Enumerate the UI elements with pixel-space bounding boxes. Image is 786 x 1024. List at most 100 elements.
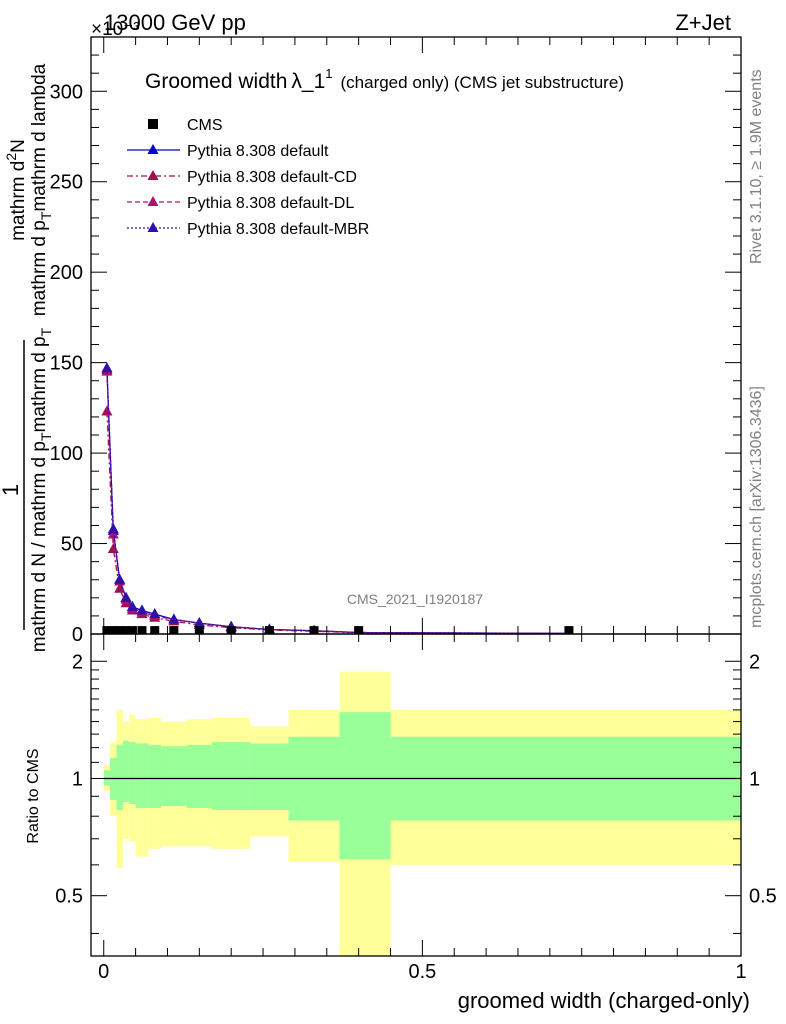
legend-marker-4 xyxy=(147,222,159,232)
legend: CMS Pythia 8.308 default Pythia 8.308 defa… xyxy=(127,117,369,238)
series-3-point-0 xyxy=(101,362,113,373)
series-line-3 xyxy=(106,368,569,634)
legend-entry-2: Pythia 8.308 default-CD xyxy=(127,169,357,186)
inner-band-bin-4 xyxy=(129,742,136,804)
xlabel: groomed width (charged-only) xyxy=(458,988,750,1013)
ylabel-den-part-2: mathrm d lambda xyxy=(29,63,50,211)
chart-title-symbol: λ_1 xyxy=(291,70,325,93)
series-3-point-6 xyxy=(149,608,161,619)
xtick-label-0: 0 xyxy=(98,961,109,983)
main-plot-area: 0 50 100 150 200 250 300 xyxy=(50,36,742,646)
ratio-frame xyxy=(90,633,742,957)
legend-marker-2 xyxy=(147,170,159,180)
rivet-label: Rivet 3.1.10, ≥ 1.9M events xyxy=(748,69,765,264)
legend-marker-1 xyxy=(147,144,159,154)
ylabel-num-part-1: 2 xyxy=(3,153,19,161)
series-1-point-0 xyxy=(101,405,113,416)
legend-label-2: Pythia 8.308 default-CD xyxy=(187,169,357,186)
ytick-label-4: 200 xyxy=(50,262,83,284)
legend-marker-0 xyxy=(148,119,158,129)
inner-band-bin-2 xyxy=(116,744,123,810)
ratio-ytick-label-right-0: 0.5 xyxy=(749,886,777,908)
cms-point-2 xyxy=(115,626,125,634)
mcplots-label: mcplots.cern.ch [arXiv:1306.3436] xyxy=(748,386,765,628)
inner-band-bin-10 xyxy=(250,743,289,810)
series-3-point-5 xyxy=(136,604,148,615)
cms-point-5 xyxy=(137,626,147,634)
ylabel-den-part-1: T xyxy=(38,211,54,220)
ylabel-den-part-0: mathrm d p xyxy=(29,220,50,316)
legend-entry-4: Pythia 8.308 default-MBR xyxy=(127,221,369,238)
inner-band-bin-5 xyxy=(135,743,149,808)
ylabel-bottom-part-0: mathrm d N / mathrm d p xyxy=(29,441,50,652)
cms-point-3 xyxy=(121,626,131,634)
legend-label-0: CMS xyxy=(187,117,223,134)
cms-point-6 xyxy=(150,626,160,634)
main-ylabel: 1 mathrm d N / mathrm d pTmathrm d pT ma… xyxy=(0,63,54,652)
ratio-ytick-label-right-2: 2 xyxy=(749,651,760,673)
inner-band-bin-8 xyxy=(186,744,213,808)
series-1-point-1 xyxy=(107,542,119,553)
ylabel-inner-denominator-text: mathrm d pTmathrm d lambda xyxy=(29,63,54,316)
ytick-label-5: 250 xyxy=(50,172,83,194)
ratio-ytick-label-right-1: 1 xyxy=(749,768,760,790)
cms-point-7 xyxy=(169,626,179,634)
series-3-point-4 xyxy=(126,600,138,611)
legend-label-4: Pythia 8.308 default-MBR xyxy=(187,221,369,238)
ratio-ytick-label-left-1: 1 xyxy=(72,768,83,790)
analysis-watermark: CMS_2021_I1920187 xyxy=(347,591,483,607)
ratio-ytick-label-left-2: 2 xyxy=(72,651,83,673)
ratio-ylabel: Ratio to CMS xyxy=(25,748,42,843)
ytick-label-6: 300 xyxy=(50,81,83,103)
cms-point-1 xyxy=(108,626,118,634)
cms-point-11 xyxy=(309,626,319,634)
inner-band-bin-9 xyxy=(212,742,251,810)
ylabel-num-part-0: mathrm d xyxy=(8,161,29,241)
legend-label-1: Pythia 8.308 default xyxy=(187,143,329,160)
ylabel-bottom-part-1: T xyxy=(38,432,54,441)
inner-band-bin-3 xyxy=(122,740,130,803)
legend-entry-3: Pythia 8.308 default-DL xyxy=(127,195,354,212)
inner-band-bin-6 xyxy=(148,744,162,808)
series-line-0 xyxy=(106,369,569,634)
series-3-point-2 xyxy=(114,573,126,584)
xtick-label-1: 0.5 xyxy=(408,961,436,983)
inner-band-bin-7 xyxy=(161,746,187,806)
cms-point-4 xyxy=(127,626,137,634)
inner-band-bin-0 xyxy=(103,770,111,786)
ratio-bands xyxy=(103,671,741,956)
ratio-ytick-label-left-0: 0.5 xyxy=(55,886,83,908)
process-label: Z+Jet xyxy=(675,10,731,35)
legend-entry-0: CMS xyxy=(148,117,223,134)
series-line-1 xyxy=(106,411,569,634)
chart-title-sup: 1 xyxy=(325,66,332,81)
y-exponent-label: ×10⁻³ xyxy=(91,19,140,40)
cms-point-10 xyxy=(264,626,274,634)
ylabel-bottom-part-3: T xyxy=(38,327,54,336)
ylabel-fraction-one: 1 xyxy=(0,484,23,496)
ytick-label-3: 150 xyxy=(50,353,83,375)
ytick-label-0: 0 xyxy=(72,624,83,646)
series-line-2 xyxy=(106,371,569,634)
series-3-point-1 xyxy=(107,523,119,534)
legend-entry-1: Pythia 8.308 default xyxy=(127,143,329,160)
series-3-point-3 xyxy=(120,591,132,602)
chart-title: Groomed width λ_11 (charged only) (CMS jet… xyxy=(145,66,624,93)
series-3-point-8 xyxy=(193,617,205,628)
ytick-label-1: 50 xyxy=(61,534,83,556)
chart-title-rest: (charged only) (CMS jet substructure) xyxy=(341,73,624,92)
ratio-plot-area: 0 0.5 1 0.5 0.5 1 1 2 2 xyxy=(55,633,777,983)
legend-marker-3 xyxy=(147,196,159,206)
series-3-point-7 xyxy=(168,613,180,624)
legend-label-3: Pythia 8.308 default-DL xyxy=(187,195,354,212)
cms-point-0 xyxy=(102,626,112,634)
chart-title-main: Groomed width xyxy=(145,70,287,93)
cms-point-13 xyxy=(564,626,574,634)
ylabel-numerator-text: mathrm d2N xyxy=(3,139,29,241)
ylabel-denominator-text: mathrm d N / mathrm d pTmathrm d pT xyxy=(29,327,54,652)
ytick-label-2: 100 xyxy=(50,443,83,465)
energy-label: 13000 GeV pp xyxy=(104,10,246,35)
ylabel-bottom-part-2: mathrm d p xyxy=(29,336,50,432)
xtick-label-2: 1 xyxy=(735,961,746,983)
